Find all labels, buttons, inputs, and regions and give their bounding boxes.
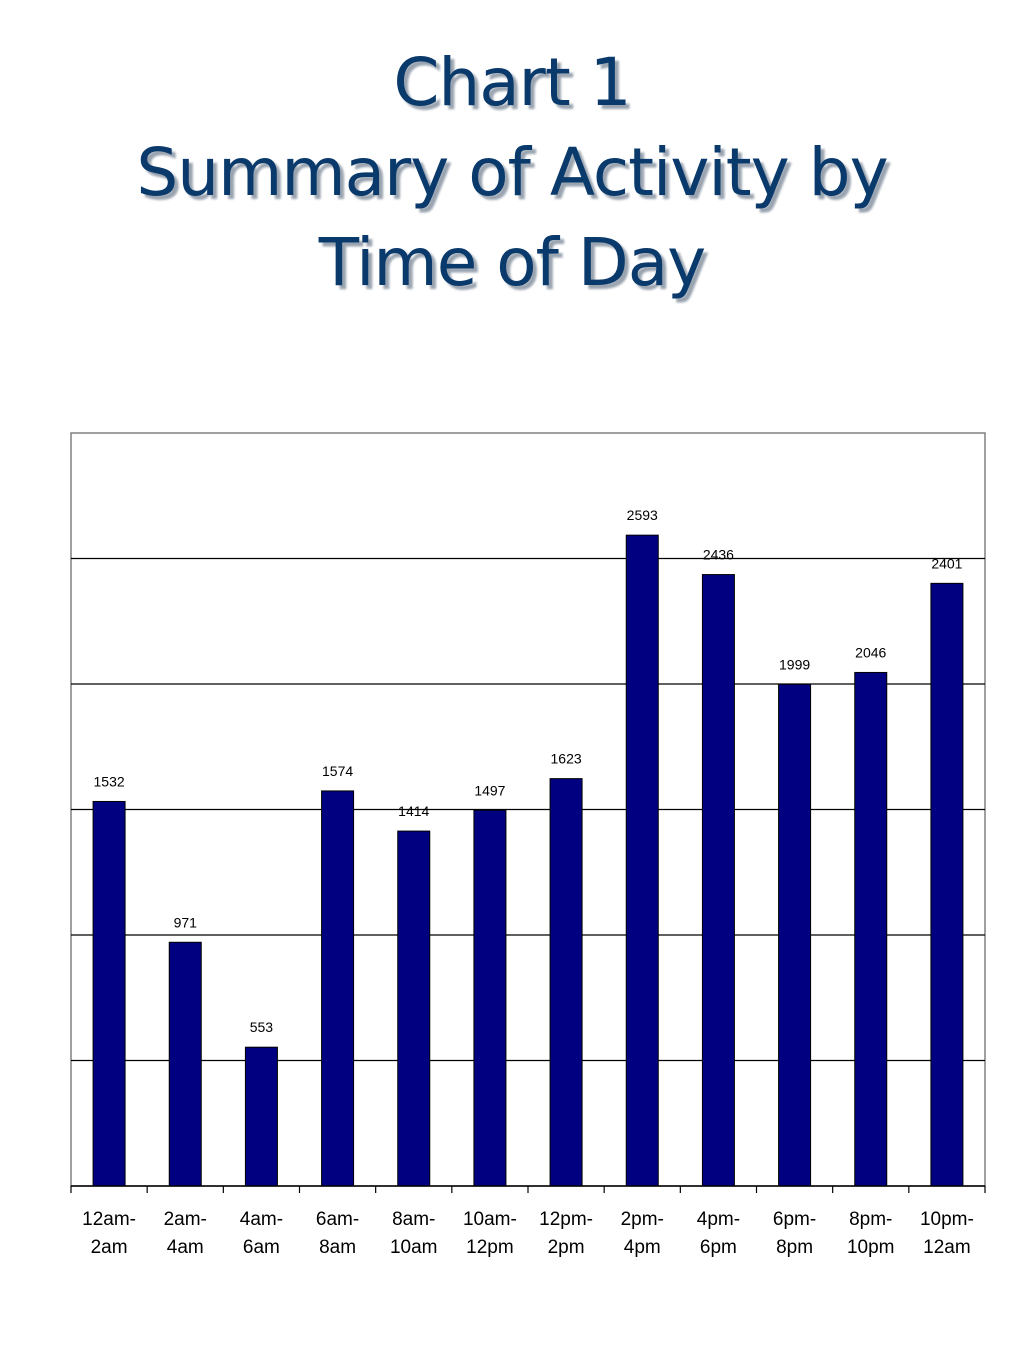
bar-8: [701, 574, 735, 1187]
data-label-0: 1532: [94, 773, 125, 789]
data-label-10: 2046: [855, 644, 886, 660]
data-label-5: 1497: [474, 782, 505, 798]
bars: [92, 534, 964, 1187]
data-label-1: 971: [174, 914, 198, 930]
x-tick-label-2-line-1: 6am: [243, 1237, 280, 1258]
x-tick-label-7-line-1: 4pm: [624, 1237, 661, 1258]
x-tick-label-6-line-0: 12pm-: [539, 1209, 593, 1230]
x-tick-label-1-line-1: 4am: [167, 1237, 204, 1258]
bar-6: [549, 778, 583, 1187]
x-tick-label-11-line-0: 10pm-: [920, 1209, 974, 1230]
x-tick-label-8-line-0: 4pm-: [697, 1209, 740, 1230]
data-label-3: 1574: [322, 763, 353, 779]
x-axis: 12am- 2am 2am- 4am 4am- 6am 6am- 8am 8am- 10am 10a…: [70, 1185, 986, 1258]
chart-title-line-2: Summary of Activity by: [136, 134, 888, 211]
x-tick-label-7-line-0: 2pm-: [621, 1209, 664, 1230]
x-tick-label-0-line-1: 2am: [91, 1237, 128, 1258]
bar-7: [625, 534, 659, 1187]
data-label-11: 2401: [931, 555, 962, 571]
x-tick-label-2-line-0: 4am-: [240, 1209, 283, 1230]
data-label-9: 1999: [779, 656, 810, 672]
gridlines: [71, 557, 985, 1062]
bar-2: [244, 1046, 278, 1187]
bar-10: [854, 671, 888, 1187]
x-tick-label-5-line-0: 10am-: [463, 1209, 517, 1230]
bar-4: [397, 830, 431, 1187]
x-tick-label-10-line-1: 10pm: [847, 1237, 895, 1258]
x-tick-label-6-line-1: 2pm: [548, 1237, 585, 1258]
data-label-7: 2593: [627, 507, 658, 523]
x-tick-label-10-line-0: 8pm-: [849, 1209, 892, 1230]
bar-3: [321, 790, 355, 1187]
x-tick-label-3-line-0: 6am-: [316, 1209, 359, 1230]
x-tick-label-1-line-0: 2am-: [164, 1209, 207, 1230]
chart-title-line-3: Time of Day: [318, 224, 706, 301]
x-tick-label-5-line-1: 12pm: [466, 1237, 514, 1258]
x-tick-label-11-line-1: 12am: [923, 1237, 971, 1258]
x-tick-label-9-line-1: 8pm: [776, 1237, 813, 1258]
data-label-2: 553: [250, 1019, 274, 1035]
x-tick-label-9-line-0: 6pm-: [773, 1209, 816, 1230]
x-tick-label-0-line-0: 12am-: [82, 1209, 136, 1230]
bar-11: [930, 582, 964, 1187]
x-tick-label-4-line-1: 10am: [390, 1237, 438, 1258]
chart-title-line-1: Chart 1: [393, 44, 631, 121]
x-tick-label-4-line-0: 8am-: [392, 1209, 435, 1230]
x-tick-label-3-line-1: 8am: [319, 1237, 356, 1258]
data-labels: 1532 971 553 1574 1414 1497 1623 2593 2436 1999 20…: [94, 507, 963, 1035]
data-label-6: 1623: [551, 751, 582, 767]
data-label-4: 1414: [398, 803, 429, 819]
x-tick-label-8-line-1: 6pm: [700, 1237, 737, 1258]
data-label-8: 2436: [703, 547, 734, 563]
bar-5: [473, 809, 507, 1187]
bar-0: [92, 800, 126, 1187]
bar-1: [168, 941, 202, 1187]
bar-9: [778, 683, 812, 1187]
chart-title: Chart 1 Summary of Activity by Time of D…: [0, 38, 1024, 308]
